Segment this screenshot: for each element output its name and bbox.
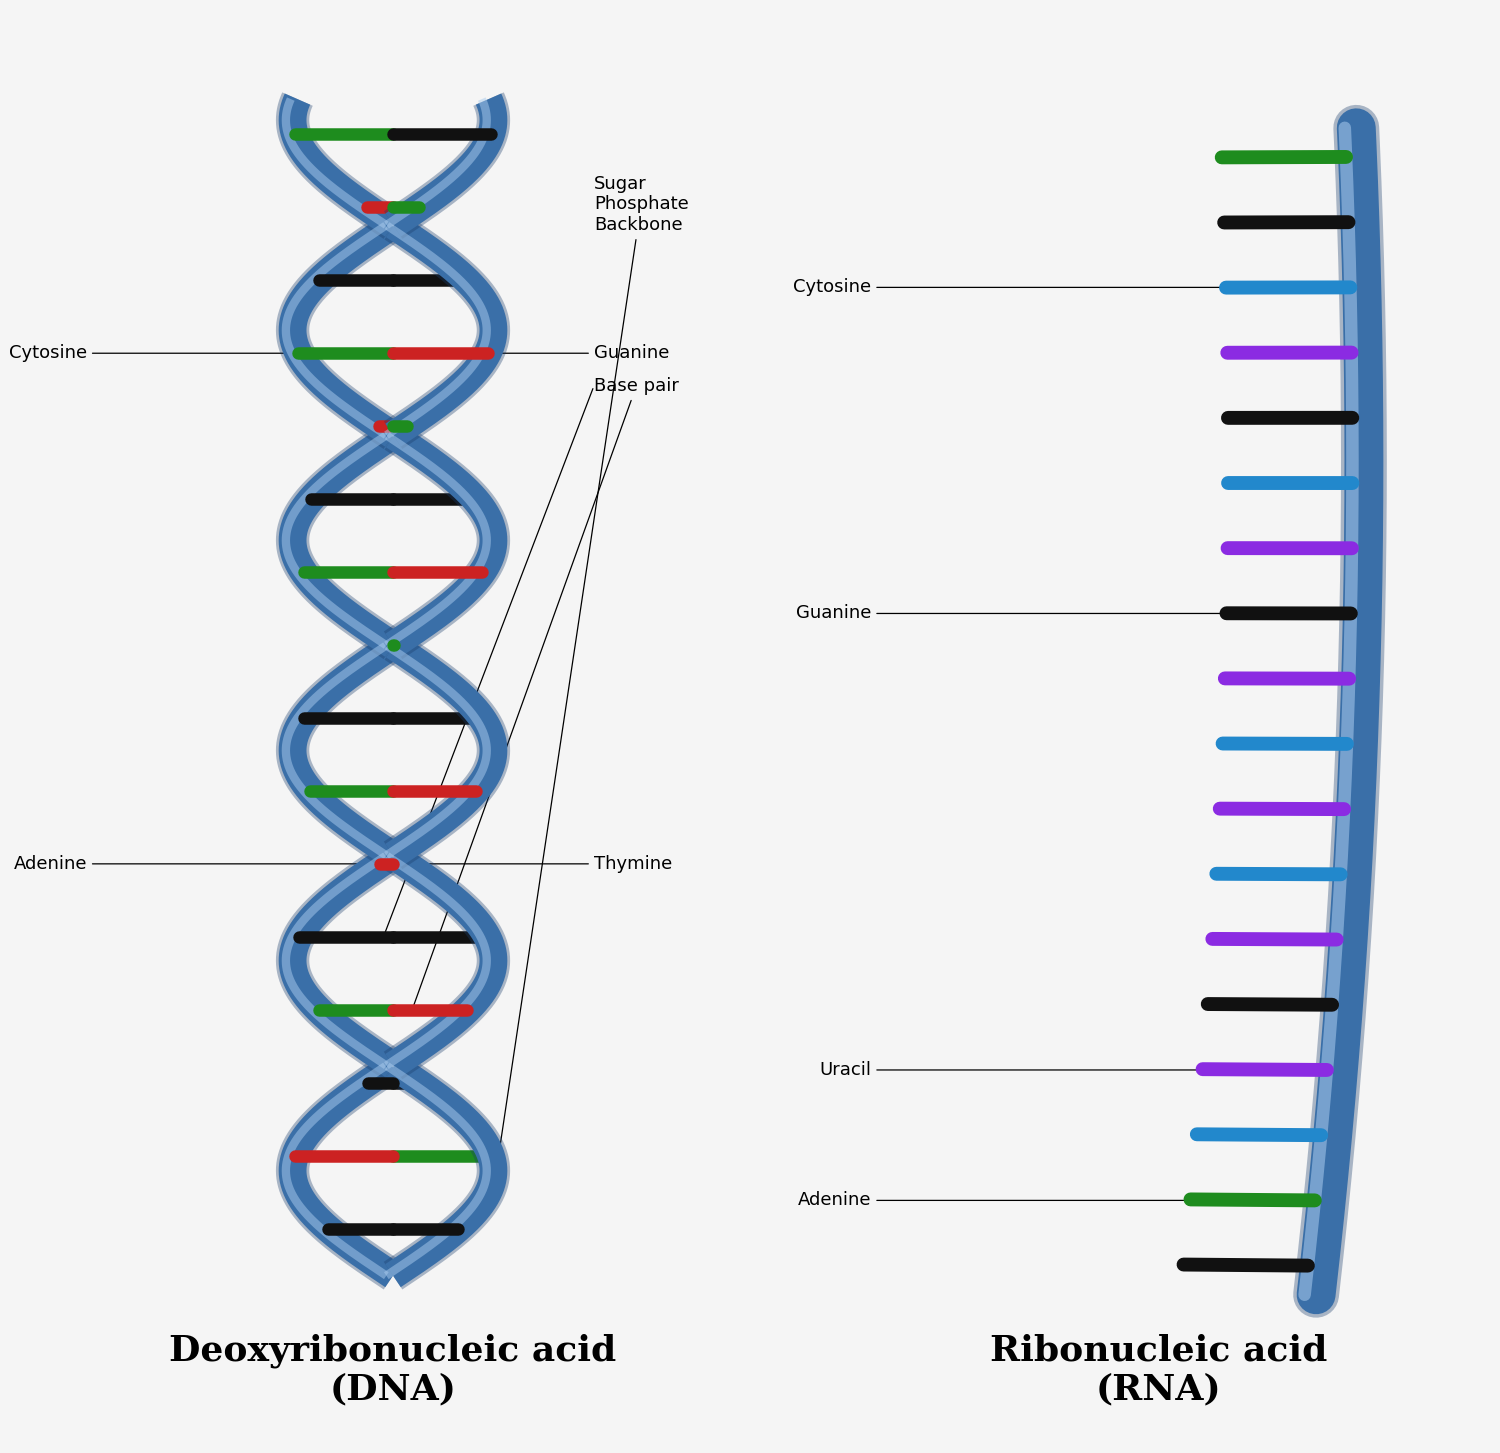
Text: Deoxyribonucleic acid
(DNA): Deoxyribonucleic acid (DNA) — [170, 1332, 616, 1407]
Text: Guanine: Guanine — [796, 604, 1224, 622]
Text: Cytosine: Cytosine — [9, 344, 291, 362]
Text: Ribonucleic acid
(RNA): Ribonucleic acid (RNA) — [990, 1332, 1328, 1407]
Text: Cytosine: Cytosine — [794, 279, 1222, 296]
Text: Adenine: Adenine — [13, 854, 374, 873]
Text: Uracil: Uracil — [819, 1061, 1200, 1080]
Text: Sugar
Phosphate
Backbone: Sugar Phosphate Backbone — [500, 174, 688, 1152]
Text: Adenine: Adenine — [798, 1191, 1188, 1209]
Text: Guanine: Guanine — [495, 344, 669, 362]
Text: Base pair: Base pair — [413, 378, 680, 1007]
Text: Thymine: Thymine — [413, 854, 672, 873]
